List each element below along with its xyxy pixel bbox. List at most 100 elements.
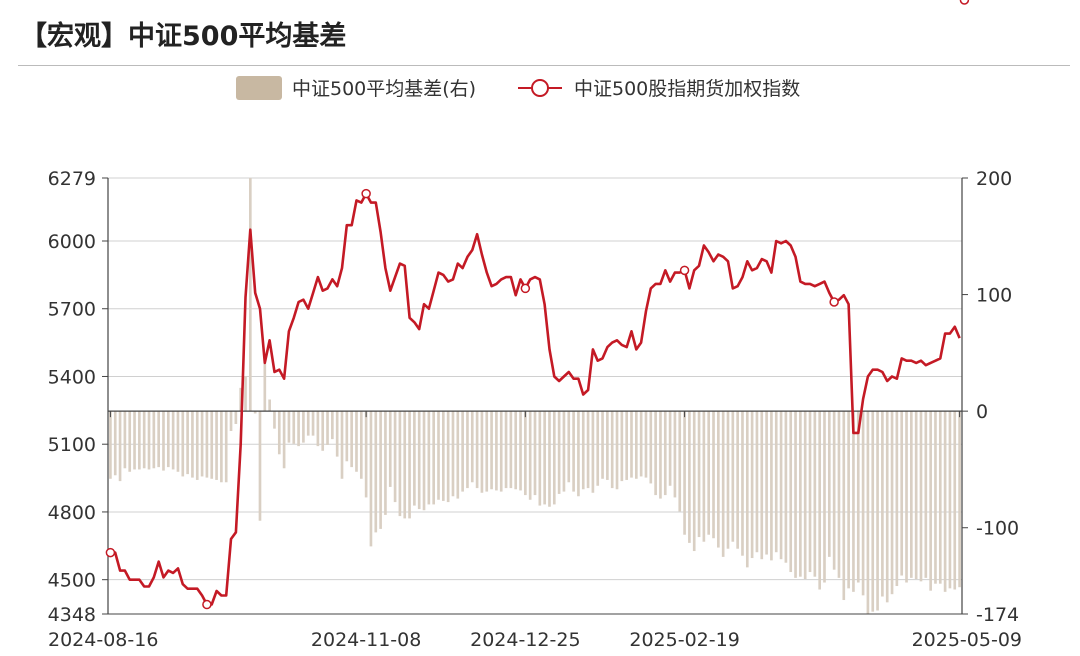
basis-bar (919, 411, 923, 582)
basis-bar (461, 411, 464, 492)
basis-bar (359, 411, 363, 479)
basis-bar (885, 411, 889, 603)
basis-bar (138, 411, 141, 470)
basis-bar (721, 411, 725, 557)
basis-bar (702, 411, 706, 542)
basis-bar (692, 411, 696, 552)
line-marker (520, 283, 531, 294)
basis-bar (914, 411, 918, 580)
basis-bar (427, 411, 431, 505)
basis-bar (707, 411, 711, 535)
basis-bar (398, 411, 402, 517)
basis-bar (755, 411, 759, 553)
basis-bar (249, 178, 252, 412)
basis-bar (847, 411, 850, 589)
basis-bar (779, 411, 783, 560)
basis-bar (195, 411, 199, 480)
x-tick-label: 2024-12-25 (470, 629, 580, 651)
basis-bar (668, 411, 672, 486)
right-tick-label: -174 (976, 604, 1019, 626)
basis-bar (437, 411, 440, 500)
left-tick-label: 5700 (48, 299, 96, 321)
futures-index-line (110, 192, 961, 606)
basis-bar (905, 411, 908, 583)
basis-bar (881, 411, 884, 597)
basis-bar (615, 411, 619, 490)
basis-bar (292, 411, 296, 444)
basis-bar (485, 411, 489, 492)
basis-bar (345, 411, 349, 462)
basis-bar (852, 411, 855, 592)
basis-bar (770, 411, 773, 561)
basis-bar (422, 411, 426, 511)
basis-bar (133, 411, 136, 470)
legend-line-label: 中证500股指期货加权指数 (574, 78, 800, 100)
basis-bar (591, 411, 595, 493)
basis-bar (610, 411, 614, 489)
left-tick-label: 4500 (48, 570, 96, 592)
line-marker (959, 0, 970, 5)
basis-bar (697, 411, 701, 538)
basis-bar (147, 411, 151, 470)
basis-bar (499, 411, 503, 492)
basis-bar (842, 411, 846, 601)
basis-bar (470, 411, 474, 483)
basis-bar (827, 411, 831, 557)
basis-bar (432, 411, 436, 505)
basis-bar (654, 411, 657, 496)
basis-bar (606, 411, 609, 480)
basis-bar (683, 411, 686, 535)
basis-bar (948, 411, 952, 589)
basis-bar (152, 411, 156, 469)
basis-bar (316, 411, 320, 447)
basis-bar (109, 411, 112, 479)
basis-bar (789, 411, 793, 573)
line-marker (105, 547, 116, 558)
basis-bar (514, 411, 518, 490)
basis-bar (355, 411, 358, 472)
basis-bar (374, 411, 378, 533)
basis-bar (548, 411, 551, 507)
basis-bar (601, 411, 604, 479)
basis-bar (205, 411, 209, 478)
basis-bar (731, 411, 735, 542)
basis-bar (528, 411, 532, 500)
basis-bar (726, 411, 730, 549)
basis-bar (369, 411, 373, 547)
basis-bar (157, 411, 160, 468)
legend-bar-label: 中证500平均基差(右) (292, 78, 476, 100)
basis-bar (191, 411, 194, 478)
basis-bar (856, 411, 860, 583)
basis-bar (577, 411, 580, 497)
basis-bar (639, 411, 643, 477)
basis-bar (765, 411, 768, 555)
basis-bar (958, 411, 961, 588)
basis-bar (451, 411, 455, 497)
basis-bar (123, 411, 127, 469)
basis-bar (128, 411, 132, 472)
basis-bar (895, 411, 899, 587)
basis-bar (408, 411, 411, 519)
basis-bar (495, 411, 498, 491)
basis-bar (649, 411, 653, 484)
basis-bar (321, 411, 325, 451)
basis-bar (717, 411, 720, 548)
basis-bar (760, 411, 764, 560)
left-tick-label: 5400 (48, 366, 96, 388)
basis-bar (813, 411, 817, 577)
basis-bar (302, 411, 305, 443)
basis-bar (524, 411, 527, 496)
basis-bar (171, 411, 175, 470)
basis-bar (268, 399, 271, 412)
basis-bar (586, 411, 590, 489)
page-title: 【宏观】中证500平均基差 (20, 21, 347, 52)
line-marker (679, 265, 690, 276)
basis-bar (384, 411, 387, 515)
basis-bar (943, 411, 947, 592)
basis-bar (210, 411, 214, 479)
basis-bar (712, 411, 715, 539)
basis-bar (215, 411, 218, 480)
basis-bar (244, 376, 247, 412)
left-tick-label: 4348 (48, 604, 96, 626)
basis-bar (799, 411, 802, 577)
